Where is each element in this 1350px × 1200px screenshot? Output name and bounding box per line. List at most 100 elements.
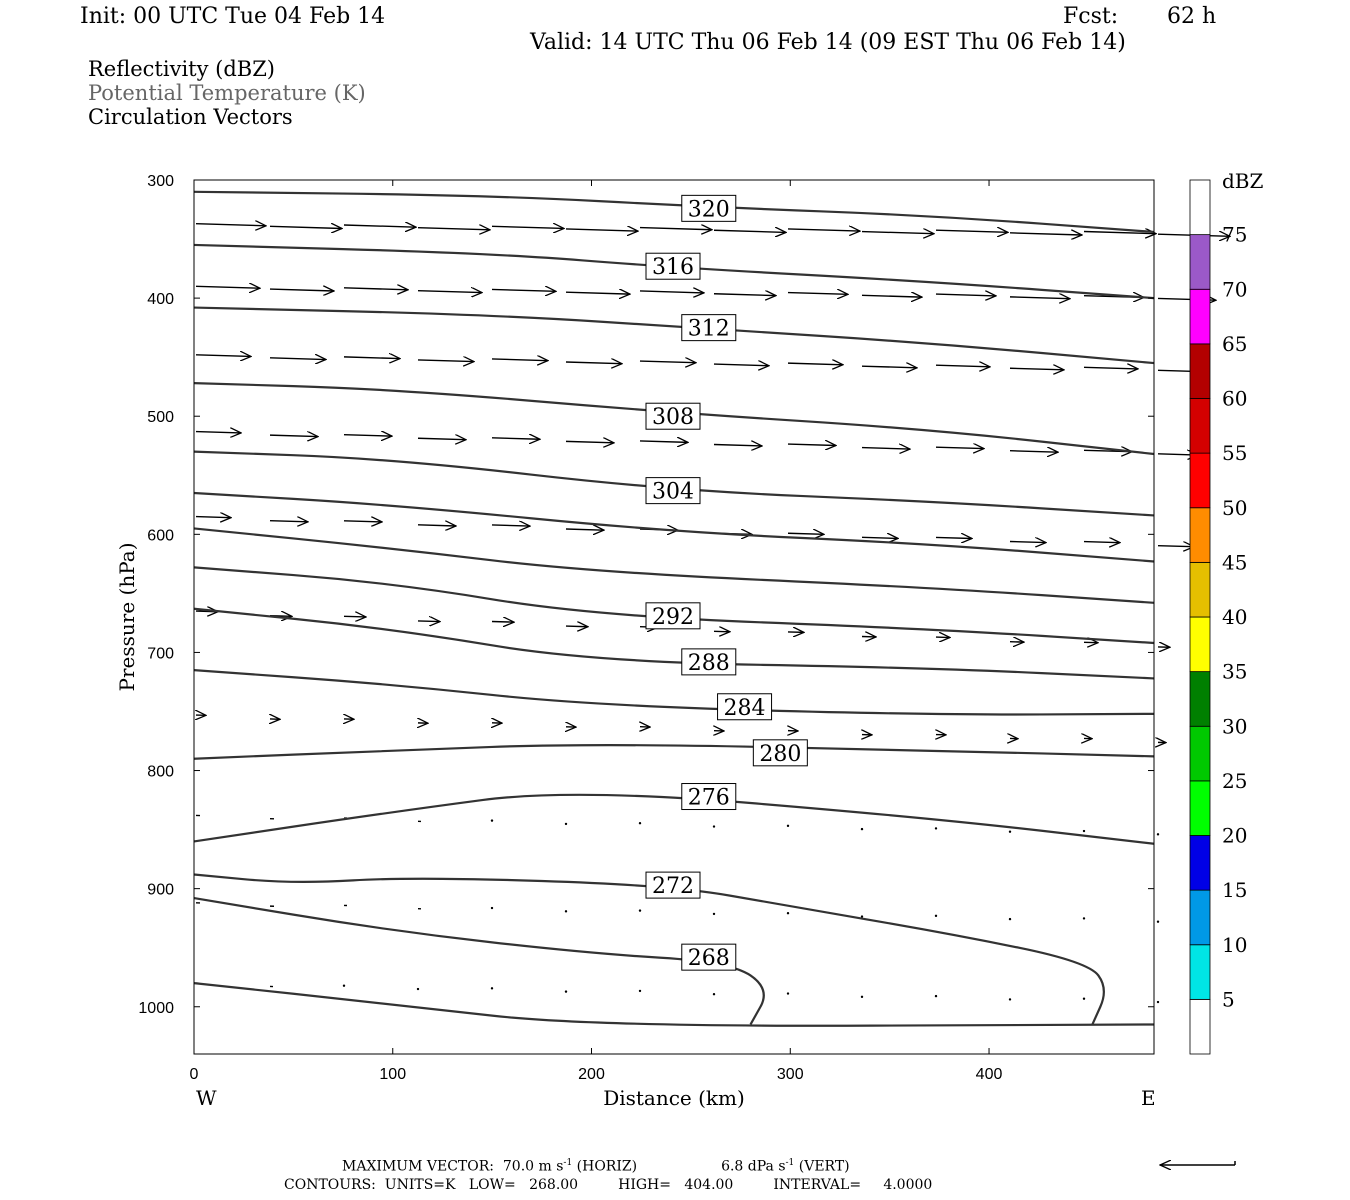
isentrope-label-box xyxy=(681,314,737,342)
colorbar-level-label: 45 xyxy=(1222,550,1247,574)
isentrope-label-box xyxy=(681,783,737,811)
vector-arrow xyxy=(417,228,490,230)
vector-dot xyxy=(712,912,716,916)
vector-arrow xyxy=(639,361,696,363)
colorbar-title: dBZ xyxy=(1222,169,1264,193)
isentrope-label: 276 xyxy=(688,786,730,811)
axis-ticks: 300 400 500 600 700 800 900 1000 0 100 200 300 400 xyxy=(138,173,1154,1083)
isentrope-label-box xyxy=(645,602,701,630)
x-tick-label: 200 xyxy=(578,1066,605,1083)
vector-arrow xyxy=(861,537,898,538)
colorbar-segment xyxy=(1189,398,1211,454)
x-axis-label: Distance (km) xyxy=(603,1086,745,1110)
colorbar-level-label: 35 xyxy=(1222,660,1247,684)
vector-dot xyxy=(1156,833,1160,836)
vector-arrow xyxy=(935,447,984,448)
vector-dot xyxy=(638,909,642,912)
vector-dot xyxy=(490,987,494,990)
vector-arrow xyxy=(565,529,604,530)
vector-arrow xyxy=(861,232,934,234)
vector-arrow xyxy=(565,626,588,627)
west-label: W xyxy=(196,1086,217,1110)
isentrope-label-box xyxy=(645,871,701,899)
isentrope-label: 304 xyxy=(652,480,694,505)
vector-arrow xyxy=(787,444,836,445)
colorbar-segment xyxy=(1189,616,1211,673)
vector-arrow xyxy=(1009,368,1064,370)
vector-arrow xyxy=(565,441,614,442)
isentrope-label: 272 xyxy=(652,874,694,899)
vector-arrow xyxy=(1009,451,1058,452)
vector-arrow xyxy=(491,359,548,361)
field-reflectivity: Reflectivity (dBZ) xyxy=(88,57,276,81)
vector-arrow xyxy=(787,363,843,365)
colorbar-level-label: 65 xyxy=(1222,332,1247,356)
vector-arrow xyxy=(639,291,704,293)
field-circulation-vectors: Circulation Vectors xyxy=(88,105,293,129)
vector-dot xyxy=(564,910,568,913)
colorbar-segment xyxy=(1189,835,1211,891)
y-tick-label: 600 xyxy=(147,527,174,544)
x-tick-label: 300 xyxy=(777,1066,804,1083)
vector-arrow xyxy=(269,289,334,291)
vector-dot xyxy=(1156,1000,1160,1004)
vector-arrow xyxy=(491,226,564,228)
colorbar-segment xyxy=(1189,998,1211,1055)
isentrope-line xyxy=(193,190,1155,234)
colorbar-level-label: 70 xyxy=(1222,277,1247,301)
isentrope-line xyxy=(193,491,1155,563)
valid-time: Valid: 14 UTC Thu 06 Feb 14 (09 EST Thu … xyxy=(530,30,1126,55)
vector-arrow xyxy=(1157,546,1194,547)
vector-arrow xyxy=(1083,542,1120,543)
x-tick-label: 100 xyxy=(379,1066,406,1083)
colorbar-segment xyxy=(1189,288,1211,345)
vector-arrow xyxy=(713,444,762,445)
forecast-hour: 62 h xyxy=(1167,4,1217,29)
vector-arrow xyxy=(713,230,786,232)
vector-dot xyxy=(1008,998,1012,1001)
vector-dot xyxy=(786,824,790,828)
y-tick-label: 900 xyxy=(147,882,174,899)
colorbar-segment xyxy=(1189,452,1211,509)
colorbar-level-label: 15 xyxy=(1222,878,1247,902)
isentrope-label-box xyxy=(752,739,808,767)
colorbar-level-label: 30 xyxy=(1222,714,1247,738)
vector-arrow xyxy=(491,438,540,439)
isentrope-line xyxy=(193,306,1155,365)
vector-arrow xyxy=(343,288,408,290)
colorbar-segment xyxy=(1189,725,1211,782)
vector-arrow xyxy=(343,435,392,436)
vector-dot xyxy=(860,827,864,831)
isentrope-label: 288 xyxy=(688,651,730,676)
vector-arrow xyxy=(713,364,769,366)
vector-arrow xyxy=(1009,297,1070,299)
vector-arrow xyxy=(1009,541,1046,542)
colorbar-level-label: 5 xyxy=(1222,987,1235,1011)
vector-dot xyxy=(712,825,716,828)
vector-arrow xyxy=(491,289,556,291)
vector-arrow xyxy=(491,621,514,622)
vector-dot xyxy=(934,914,938,918)
vector-dot xyxy=(564,822,568,826)
colorbar-level-label: 25 xyxy=(1222,769,1247,793)
colorbar-level-label: 20 xyxy=(1222,824,1247,848)
vector-dot xyxy=(1082,829,1086,833)
isentrope-line xyxy=(193,873,1105,1025)
isentrope-label-box xyxy=(681,943,737,971)
isentrope-label: 268 xyxy=(688,946,730,971)
vector-dot xyxy=(786,992,790,995)
vector-dot xyxy=(490,819,494,822)
y-tick-label: 700 xyxy=(147,645,174,662)
vector-arrow xyxy=(417,291,482,293)
x-tick-label: 400 xyxy=(976,1066,1003,1083)
y-tick-label: 800 xyxy=(147,764,174,781)
colorbar-level-label: 40 xyxy=(1222,605,1247,629)
colorbar-level-label: 75 xyxy=(1222,223,1247,247)
vector-arrow xyxy=(417,621,440,622)
vector-dot xyxy=(786,912,790,915)
vector-arrow xyxy=(713,294,776,296)
vector-dot xyxy=(564,990,568,993)
vector-arrow xyxy=(195,517,231,518)
isentrope-line xyxy=(193,793,1155,845)
field-potential-temperature: Potential Temperature (K) xyxy=(88,81,366,105)
